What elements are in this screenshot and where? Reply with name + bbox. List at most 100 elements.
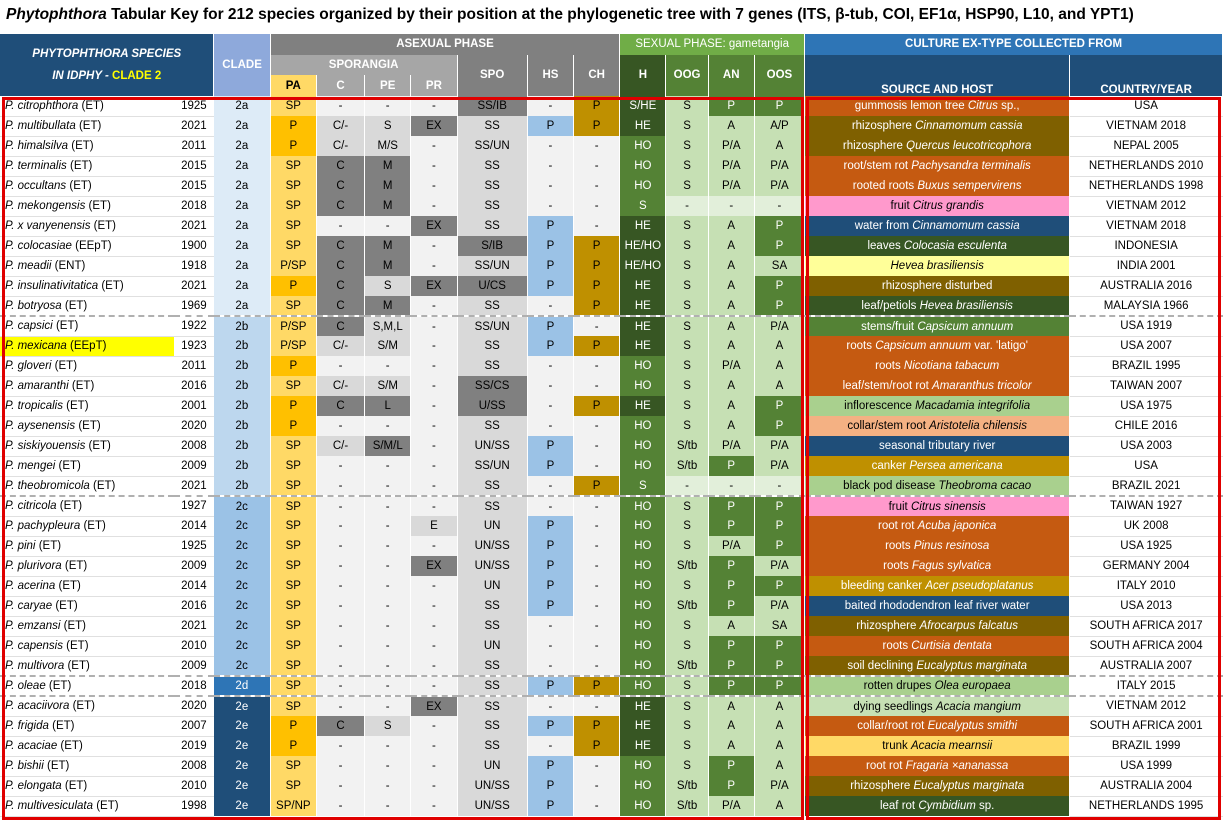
an-cell: P (708, 556, 755, 577)
h-cell: HE (619, 716, 667, 737)
table-row: P. mengei (ET) 2009 2b SP - - - SS/UN P - HO S/tb P P… (0, 456, 1223, 477)
country-year-cell: SOUTH AFRICA 2001 (1069, 716, 1223, 737)
oos-cell: P (754, 396, 806, 417)
hs-cell: P (527, 756, 575, 777)
source-host-cell: roots Pinus resinosa (804, 536, 1071, 557)
an-cell: A (708, 416, 755, 437)
an-cell: P/A (708, 436, 755, 457)
year-cell: 2019 (173, 736, 214, 757)
source-text: root/stem rot (843, 160, 912, 173)
species-name-cell: P. meadii (ENT) (0, 256, 174, 277)
source-text: root rot (878, 520, 918, 533)
h-cell: HO (619, 616, 667, 637)
oos-cell: P (754, 576, 806, 597)
source-text: rhizosphere (842, 140, 907, 153)
ch-cell: - (573, 596, 621, 617)
country-year-cell: USA 1975 (1069, 396, 1223, 417)
species-name-cell: P. elongata (ET) (0, 776, 174, 797)
pe-cell: - (364, 556, 412, 577)
pe-cell: L (364, 396, 412, 417)
year-cell: 2015 (173, 176, 214, 197)
source-host-cell: rotten drupes Olea europaea (804, 675, 1071, 697)
country-year-cell: AUSTRALIA 2016 (1069, 276, 1223, 297)
table-row: P. terminalis (ET) 2015 2a SP C M - SS - - HO S P/A P… (0, 156, 1223, 177)
country-year-cell: NETHERLANDS 2010 (1069, 156, 1223, 177)
h-cell: HE (619, 296, 667, 317)
hs-cell: P (527, 516, 575, 537)
header-pa: PA (270, 75, 317, 97)
oog-cell: S (665, 315, 709, 337)
ch-cell: - (573, 556, 621, 577)
oos-cell: P/A (754, 315, 806, 337)
source-host-cell: dying seedlings Acacia mangium (804, 695, 1071, 717)
type-code: (ET) (69, 180, 92, 193)
c-cell: C (316, 296, 366, 317)
clade-cell: 2a (213, 136, 271, 157)
pa-cell: SP (270, 376, 317, 397)
c-cell: C/- (316, 376, 366, 397)
spo-cell: SS (457, 616, 528, 637)
clade-cell: 2e (213, 716, 271, 737)
ch-cell: - (573, 756, 621, 777)
pe-cell: S/M (364, 376, 412, 397)
h-cell: HO (619, 675, 667, 697)
c-cell: C (316, 315, 366, 337)
h-cell: HO (619, 176, 667, 197)
host-species: Cinnamomum cassia (915, 120, 1023, 133)
c-cell: C/- (316, 436, 366, 457)
c-cell: C (316, 716, 366, 737)
year-cell: 2016 (173, 376, 214, 397)
pe-cell: M (364, 196, 412, 217)
source-text: collar/root rot (857, 720, 928, 733)
pr-cell: - (410, 416, 458, 437)
an-cell: A (708, 116, 755, 137)
year-cell: 1918 (173, 256, 214, 277)
country-year-cell: MALAYSIA 1966 (1069, 296, 1223, 317)
an-cell: A (708, 216, 755, 237)
type-code: (ET) (67, 659, 90, 672)
h-cell: HE (619, 736, 667, 757)
clade-cell: 2e (213, 756, 271, 777)
species-name-cell: P. capensis (ET) (0, 636, 174, 657)
spo-cell: UN (457, 756, 528, 777)
clade-cell: 2b (213, 456, 271, 477)
oog-cell: S (665, 495, 709, 517)
an-cell: A (708, 315, 755, 337)
country-year-cell: VIETNAM 2012 (1069, 695, 1223, 717)
host-species: Eucalyptus marginata (916, 659, 1027, 672)
oog-cell: S (665, 96, 709, 117)
year-cell: 2008 (173, 436, 214, 457)
source-host-cell: soil declining Eucalyptus marginata (804, 656, 1071, 677)
pa-cell: SP (270, 556, 317, 577)
species-name-cell: P. frigida (ET) (0, 716, 174, 737)
host-species: Hevea brasiliensis (890, 260, 984, 273)
pa-cell: SP (270, 675, 317, 697)
pr-cell: - (410, 675, 458, 697)
pr-cell: - (410, 176, 458, 197)
source-host-cell: root rot Fragaria ×ananassa (804, 756, 1071, 777)
pe-cell: - (364, 636, 412, 657)
ch-cell: P (573, 276, 621, 297)
year-cell: 2021 (173, 216, 214, 237)
table-row: P. theobromicola (ET) 2021 2b SP - - - SS - P S - - -… (0, 476, 1223, 497)
year-cell: 2020 (173, 695, 214, 717)
source-text: water from (854, 220, 913, 233)
header-ch: CH (573, 54, 621, 97)
c-cell: - (316, 756, 366, 777)
host-species: Macadamia integrifolia (915, 400, 1031, 413)
oog-cell: S (665, 136, 709, 157)
header-pe: PE (364, 75, 412, 97)
country-year-cell: USA 2013 (1069, 596, 1223, 617)
ch-cell: - (573, 656, 621, 677)
species-name: P. caryae (5, 600, 53, 613)
country-year-cell: NETHERLANDS 1998 (1069, 176, 1223, 197)
oos-cell: A (754, 336, 806, 357)
country-year-cell: BRAZIL 2021 (1069, 476, 1223, 497)
oog-cell: S (665, 276, 709, 297)
spo-cell: SS/UN (457, 456, 528, 477)
clade-cell: 2c (213, 556, 271, 577)
oos-cell: P (754, 536, 806, 557)
pa-cell: SP (270, 436, 317, 457)
